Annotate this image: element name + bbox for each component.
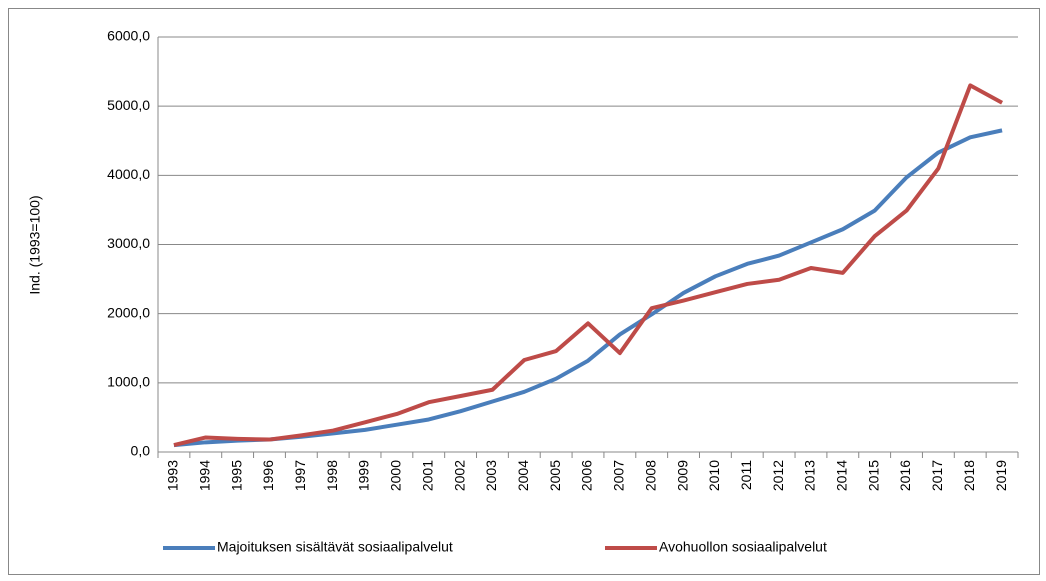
y-tick-label: 0,0 xyxy=(131,443,151,459)
x-tick-label: 2006 xyxy=(579,460,595,491)
y-tick-label: 4000,0 xyxy=(107,166,150,182)
y-tick-label: 5000,0 xyxy=(107,97,150,113)
x-tick-label: 1998 xyxy=(324,460,340,491)
x-tick-label: 2016 xyxy=(897,460,913,491)
x-tick-label: 2004 xyxy=(515,460,531,491)
y-tick-label: 2000,0 xyxy=(107,304,150,320)
x-tick-label: 1994 xyxy=(196,460,212,491)
x-tick-label: 2014 xyxy=(834,460,850,491)
chart-border xyxy=(8,8,1040,575)
x-tick-label: 2003 xyxy=(483,460,499,491)
y-tick-label: 1000,0 xyxy=(107,374,150,390)
x-tick-label: 2019 xyxy=(993,460,1009,491)
x-tick-label: 2001 xyxy=(419,460,435,491)
x-tick-label: 1993 xyxy=(165,460,181,491)
x-tick-label: 2007 xyxy=(611,460,627,491)
legend-label: Majoituksen sisältävät sosiaalipalvelut xyxy=(217,539,453,555)
line-series xyxy=(173,83,1004,448)
x-tick-label: 2012 xyxy=(770,460,786,491)
x-tick-label: 2017 xyxy=(929,460,945,491)
y-tick-label: 3000,0 xyxy=(107,235,150,251)
x-tick-label: 2008 xyxy=(642,460,658,491)
x-tick-label: 1996 xyxy=(260,460,276,491)
x-tick-label: 1999 xyxy=(356,460,372,491)
x-tick-label: 2015 xyxy=(865,460,881,491)
legend-label: Avohuollon sosiaalipalvelut xyxy=(659,539,827,555)
x-tick-label: 2000 xyxy=(388,460,404,491)
x-tick-label: 2018 xyxy=(961,460,977,491)
x-tick-label: 2013 xyxy=(802,460,818,491)
x-tick-label: 2005 xyxy=(547,460,563,491)
y-tick-label: 6000,0 xyxy=(107,28,150,44)
x-tick-label: 2009 xyxy=(674,460,690,491)
y-axis-label: Ind. (1993=100) xyxy=(27,195,43,294)
x-tick-label: 2010 xyxy=(706,460,722,491)
x-tick-label: 1997 xyxy=(292,460,308,491)
x-tick-label: 2011 xyxy=(738,460,754,490)
x-tick-label: 2002 xyxy=(451,460,467,491)
x-tick-label: 1995 xyxy=(228,460,244,491)
